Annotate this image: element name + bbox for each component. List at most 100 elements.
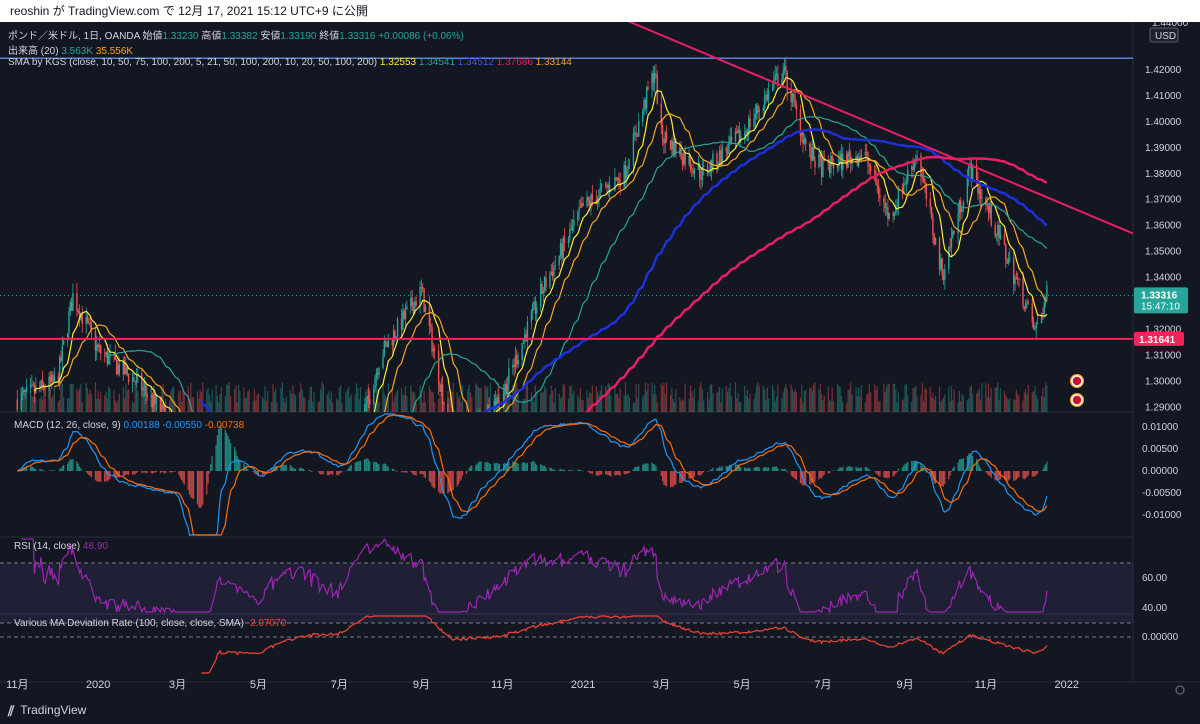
candle-body [605,184,606,185]
macd-histogram-bar [144,471,145,472]
candle-body [647,87,648,90]
volume-bar [740,402,741,412]
candle-body [934,235,935,245]
macd-histogram-bar [670,471,671,487]
candle-body [1044,303,1045,315]
macd-histogram-bar [555,470,556,471]
volume-bar [885,392,886,412]
volume-bar [765,399,766,412]
volume-bar [837,384,838,412]
macd-histogram-bar [169,471,170,472]
candle-body [792,94,793,102]
macd-histogram-bar [755,467,756,471]
macd-histogram-bar [253,471,254,472]
volume-bar [43,394,44,412]
volume-bar [971,385,972,412]
macd-histogram-bar [980,468,981,471]
candle-body [1033,322,1034,330]
candle-body [952,231,953,237]
volume-bar [718,392,719,412]
macd-histogram-bar [310,470,311,471]
candle-body [517,360,518,365]
candle-body [580,207,581,208]
candle-body [642,111,643,121]
sma-value-1: 1.32553 [380,57,416,68]
macd-histogram-bar [35,469,36,471]
candle-body [377,372,378,374]
macd-histogram-bar [1034,471,1035,476]
dev-value: -2.07070 [247,618,286,629]
volume-bar [662,386,663,412]
volume-bar [420,385,421,412]
macd-histogram-bar [858,468,859,471]
volume-bar [690,386,691,412]
candle-body [690,156,691,169]
macd-histogram-bar [545,467,546,471]
volume-bar [87,388,88,412]
macd-histogram-bar [722,466,723,471]
volume-bar [748,399,749,412]
candle-body [991,206,992,226]
macd-histogram-bar [206,471,207,494]
macd-histogram-bar [553,469,554,471]
macd-histogram-bar [580,470,581,471]
candle-body [588,197,589,201]
volume-bar [1013,399,1014,412]
rsi-legend: RSI (14, close) 48.90 [14,541,108,552]
price-tick-label: 1.34000 [1145,273,1182,284]
volume-bar [610,396,611,412]
volume-bar [1033,391,1034,412]
candle-body [645,100,646,108]
macd-histogram-bar [768,467,769,471]
volume-bar [552,391,553,412]
macd-histogram-bar [95,471,96,480]
candle-body [804,139,805,144]
macd-histogram-bar [1045,464,1046,471]
volume-bar [897,403,898,412]
volume-bar [707,392,708,412]
candle-body [512,365,513,368]
candle-body [117,364,118,374]
volume-bar [738,393,739,412]
macd-histogram-bar [243,464,244,471]
macd-histogram-bar [767,468,768,471]
volume-bar [327,394,328,412]
candle-body [51,375,52,382]
time-tick-label: 2020 [86,679,110,691]
volume-bar [997,383,998,412]
volume-bar [972,394,973,412]
volume-bar [476,385,477,412]
volume-bar [555,388,556,412]
volume-bar [563,384,564,412]
macd-histogram-bar [877,471,878,474]
volume-bar [688,399,689,412]
volume-bar [211,390,212,412]
volume-bar [596,386,597,412]
volume-bar [1046,385,1047,412]
volume-bar [716,393,717,412]
candle-body [794,97,795,105]
volume-bar [926,389,927,412]
macd-histogram-bar [488,463,489,471]
volume-bar [132,401,133,412]
tradingview-logo-icon: ⫽ [8,698,14,724]
sma-label: SMA by KGS (close, 10, 50, 75, 100, 200,… [8,57,377,68]
candle-body [150,395,151,397]
volume-bar [580,388,581,412]
volume-bar [484,385,485,412]
volume-bar [665,394,666,412]
volume-bar [810,387,811,412]
macd-histogram-bar [221,427,222,471]
macd-histogram-bar [189,471,190,495]
macd-histogram-bar [699,471,700,475]
macd-tick-label: -0.01000 [1142,510,1182,521]
macd-histogram-bar [820,471,821,478]
chart-canvas[interactable]: 1.420001.410001.400001.390001.380001.370… [0,22,1200,697]
volume-bar [961,394,962,412]
macd-histogram-bar [394,470,395,471]
volume-bar [653,394,654,412]
volume-bar [422,402,423,412]
close-label: 終値 [319,31,339,42]
macd-histogram-bar [869,469,870,471]
volume-bar [682,399,683,412]
